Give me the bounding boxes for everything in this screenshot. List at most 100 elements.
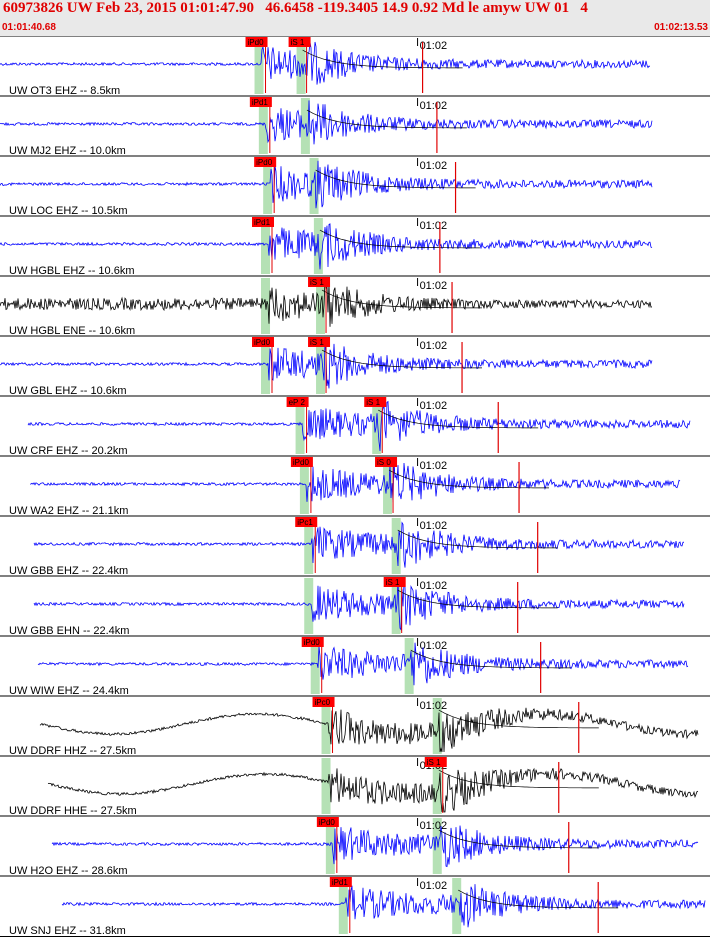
station-label: UW GBB EHZ -- 22.4km xyxy=(9,565,128,577)
trace-row: 01:02 iS 1 UW GBB EHN -- 22.4km xyxy=(0,575,710,637)
s-window-band xyxy=(391,578,401,634)
s-pick-box xyxy=(383,577,406,587)
p-pick-box xyxy=(301,637,324,647)
waveform xyxy=(33,579,685,631)
station-label: UW CRF EHZ -- 20.2km xyxy=(9,445,128,457)
p-window-band xyxy=(258,98,268,154)
s-window-band xyxy=(432,758,442,814)
coda-curve xyxy=(378,409,539,429)
trace-row: 01:02 iPc0 UW DDRF HHZ -- 27.5km xyxy=(0,695,710,757)
s-window-band xyxy=(372,398,382,454)
p-pick-label: iPd0 xyxy=(256,158,273,167)
station-label: UW GBB EHN -- 22.4km xyxy=(9,625,129,637)
coda-curve xyxy=(306,109,467,129)
s-pick-label: iS 1 xyxy=(427,758,441,767)
minute-tick-label: 01:02 xyxy=(420,400,448,412)
p-pick-label: iPd0 xyxy=(254,338,271,347)
s-window-band xyxy=(404,638,414,694)
end-time: 01:02:13.53 xyxy=(654,22,708,33)
s-window-band xyxy=(432,818,442,874)
station-label: UW WIW EHZ -- 24.4km xyxy=(9,685,129,697)
waveform xyxy=(51,825,699,868)
s-window-band xyxy=(452,878,462,934)
station-label: UW SNJ EHZ -- 31.8km xyxy=(9,925,126,937)
trace-row: 01:02 iS 1 UW HGBL ENE -- 10.6km xyxy=(0,275,710,337)
coda-curve xyxy=(458,889,619,909)
p-pick-box xyxy=(252,337,275,347)
station-label: UW MJ2 EHZ -- 10.0km xyxy=(9,145,126,157)
waveform xyxy=(61,884,706,928)
minute-tick-label: 01:02 xyxy=(420,580,448,592)
station-label: UW DDRF HHZ -- 27.5km xyxy=(9,745,136,757)
trace-row: 01:02 iPd1 UW MJ2 EHZ -- 10.0km xyxy=(0,95,710,157)
s-pick-box xyxy=(288,37,311,47)
s-pick-label: iS 1 xyxy=(386,578,400,587)
s-pick-box xyxy=(308,277,331,287)
station-label: UW OT3 EHZ -- 8.5km xyxy=(9,85,120,97)
seismogram-plot: 01:02 iPd0 iS 1 UW OT3 EHZ -- 8.5km 01:02 iPd… xyxy=(0,36,710,937)
station-label: UW H2O EHZ -- 28.6km xyxy=(9,865,128,877)
minute-tick-label: 01:02 xyxy=(420,880,448,892)
coda-curve xyxy=(321,349,482,369)
trace-row: 01:02 iPd0 UW H2O EHZ -- 28.6km xyxy=(0,815,710,877)
p-window-band xyxy=(304,578,314,634)
coda-curve xyxy=(302,49,463,69)
header-bar: 60973826 UW Feb 23, 2015 01:01:47.90 46.… xyxy=(0,0,710,36)
minute-tick-label: 01:02 xyxy=(420,160,448,172)
coda-curve xyxy=(410,649,571,669)
p-pick-box xyxy=(245,37,268,47)
p-pick-box xyxy=(254,157,277,167)
minute-tick-label: 01:02 xyxy=(420,40,448,52)
trace-row: 01:02 iPd1 UW HGBL EHZ -- 10.6km xyxy=(0,215,710,277)
p-window-band xyxy=(325,818,335,874)
p-window-band xyxy=(321,698,331,754)
p-window-band xyxy=(338,878,348,934)
event-title: 60973826 UW Feb 23, 2015 01:01:47.90 46.… xyxy=(3,0,588,16)
s-window-band xyxy=(309,158,319,214)
s-pick-label: iS 1 xyxy=(366,398,380,407)
minute-tick-label: 01:02 xyxy=(420,100,448,112)
trace-row: 01:02 iPd1 UW SNJ EHZ -- 31.8km xyxy=(0,875,710,937)
s-pick-box xyxy=(308,337,331,347)
p-pick-label: eP 2 xyxy=(289,398,306,407)
trace-row: 01:02 iPc1 UW GBB EHZ -- 22.4km xyxy=(0,515,710,577)
p-pick-box xyxy=(252,217,275,227)
p-window-band xyxy=(261,218,271,274)
p-window-band xyxy=(295,398,305,454)
coda-curve xyxy=(397,529,558,549)
p-pick-label: iPd1 xyxy=(332,878,349,887)
s-pick-label: iS 1 xyxy=(291,38,305,47)
coda-curve xyxy=(315,169,476,189)
s-window-band xyxy=(296,38,306,94)
waveform xyxy=(0,160,653,209)
waveform xyxy=(0,223,653,270)
station-label: UW HGBL ENE -- 10.6km xyxy=(9,325,135,337)
s-pick-label: iS 1 xyxy=(310,278,324,287)
waveform xyxy=(37,642,689,686)
s-window-band xyxy=(432,698,442,754)
p-window-band xyxy=(261,338,271,394)
trace-row: 01:02 iPd0 iS 1 UW OT3 EHZ -- 8.5km xyxy=(0,36,710,97)
trace-row: 01:02 iPd0 iS 0 UW WA2 EHZ -- 21.1km xyxy=(0,455,710,517)
p-pick-box xyxy=(286,397,309,407)
p-window-band xyxy=(254,38,264,94)
p-pick-box xyxy=(249,97,272,107)
waveform xyxy=(0,41,651,85)
trace-row: 01:02 eP 2 iS 1 UW CRF EHZ -- 20.2km xyxy=(0,395,710,457)
p-pick-box xyxy=(290,457,313,467)
minute-tick-label: 01:02 xyxy=(420,640,448,652)
p-pick-label: iPd0 xyxy=(304,638,321,647)
p-pick-box xyxy=(329,877,352,887)
coda-curve xyxy=(397,589,558,609)
p-pick-label: iPd0 xyxy=(248,38,265,47)
s-pick-label: iS 0 xyxy=(377,458,391,467)
coda-curve xyxy=(438,829,599,849)
minute-tick-label: 01:02 xyxy=(420,460,448,472)
p-window-band xyxy=(310,638,320,694)
waveform xyxy=(29,459,681,503)
s-pick-box xyxy=(364,397,387,407)
s-pick-box xyxy=(375,457,398,467)
p-pick-box xyxy=(316,817,339,827)
trace-row: 01:02 iPd0 UW LOC EHZ -- 10.5km xyxy=(0,155,710,217)
